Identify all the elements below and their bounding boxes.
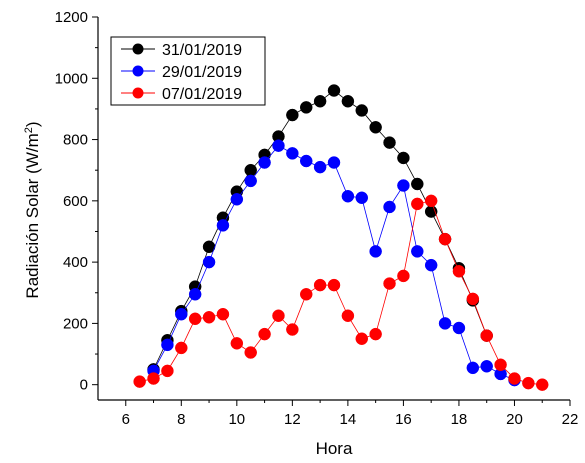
x-axis-title: Hora xyxy=(316,439,353,458)
data-point xyxy=(536,379,548,391)
data-point xyxy=(300,101,312,113)
x-tick-label: 20 xyxy=(506,411,523,428)
x-tick-label: 22 xyxy=(562,411,579,428)
data-point xyxy=(231,337,243,349)
data-point xyxy=(397,270,409,282)
legend-marker xyxy=(133,88,144,99)
data-point xyxy=(286,147,298,159)
data-point xyxy=(384,278,396,290)
data-point xyxy=(411,178,423,190)
data-point xyxy=(508,373,520,385)
series-1 xyxy=(148,85,493,376)
data-point xyxy=(467,362,479,374)
data-point xyxy=(148,373,160,385)
data-point xyxy=(259,157,271,169)
y-tick-label: 400 xyxy=(63,254,88,271)
data-point xyxy=(286,324,298,336)
data-point xyxy=(370,328,382,340)
data-point xyxy=(286,109,298,121)
data-point xyxy=(175,308,187,320)
data-point xyxy=(342,310,354,322)
data-point xyxy=(411,198,423,210)
x-tick-label: 18 xyxy=(451,411,468,428)
data-point xyxy=(314,279,326,291)
data-point xyxy=(300,288,312,300)
data-point xyxy=(245,175,257,187)
legend-marker xyxy=(133,44,144,55)
data-point xyxy=(328,279,340,291)
x-tick-label: 8 xyxy=(177,411,185,428)
x-tick-label: 16 xyxy=(395,411,412,428)
y-tick-label: 1200 xyxy=(55,9,88,26)
data-point xyxy=(272,140,284,152)
data-point xyxy=(189,313,201,325)
legend-label: 07/01/2019 xyxy=(162,86,242,103)
x-tick-label: 14 xyxy=(340,411,357,428)
data-point xyxy=(522,377,534,389)
data-point xyxy=(467,293,479,305)
data-point xyxy=(342,95,354,107)
data-point xyxy=(481,360,493,372)
data-point xyxy=(453,265,465,277)
x-tick-label: 10 xyxy=(228,411,245,428)
data-point xyxy=(425,259,437,271)
data-point xyxy=(189,288,201,300)
data-point xyxy=(411,245,423,257)
data-point xyxy=(384,201,396,213)
data-point xyxy=(328,85,340,97)
y-tick-label: 600 xyxy=(63,193,88,210)
x-tick-label: 6 xyxy=(122,411,130,428)
legend: 31/01/2019 29/01/2019 07/01/2019 xyxy=(111,37,265,105)
data-point xyxy=(397,180,409,192)
data-point xyxy=(272,310,284,322)
data-point xyxy=(328,157,340,169)
data-point xyxy=(245,347,257,359)
data-point xyxy=(217,308,229,320)
data-point xyxy=(314,95,326,107)
data-point xyxy=(439,317,451,329)
data-point xyxy=(425,195,437,207)
y-tick-label: 0 xyxy=(80,377,88,394)
legend-label: 29/01/2019 xyxy=(162,64,242,81)
data-point xyxy=(342,190,354,202)
y-tick-label: 1000 xyxy=(55,70,88,87)
data-point xyxy=(384,137,396,149)
y-tick-label: 800 xyxy=(63,132,88,149)
data-point xyxy=(245,164,257,176)
data-point xyxy=(217,219,229,231)
data-point xyxy=(356,333,368,345)
series-line xyxy=(154,91,487,370)
data-point xyxy=(453,322,465,334)
data-point xyxy=(356,104,368,116)
y-axis-title: Radiación Solar (W/m2) xyxy=(23,121,42,298)
data-point xyxy=(161,339,173,351)
data-point xyxy=(259,328,271,340)
data-point xyxy=(161,365,173,377)
data-point xyxy=(203,256,215,268)
data-point xyxy=(175,342,187,354)
data-point xyxy=(134,376,146,388)
legend-label: 31/01/2019 xyxy=(162,42,242,59)
data-point xyxy=(397,152,409,164)
data-point xyxy=(481,330,493,342)
data-point xyxy=(231,193,243,205)
data-point xyxy=(314,161,326,173)
data-point xyxy=(370,245,382,257)
series-2 xyxy=(148,140,521,386)
data-point xyxy=(356,192,368,204)
data-point xyxy=(203,311,215,323)
legend-marker xyxy=(133,66,144,77)
y-tick-label: 200 xyxy=(63,315,88,332)
x-tick-label: 12 xyxy=(284,411,301,428)
data-point xyxy=(370,121,382,133)
data-point xyxy=(495,359,507,371)
data-point xyxy=(300,155,312,167)
data-point xyxy=(439,233,451,245)
